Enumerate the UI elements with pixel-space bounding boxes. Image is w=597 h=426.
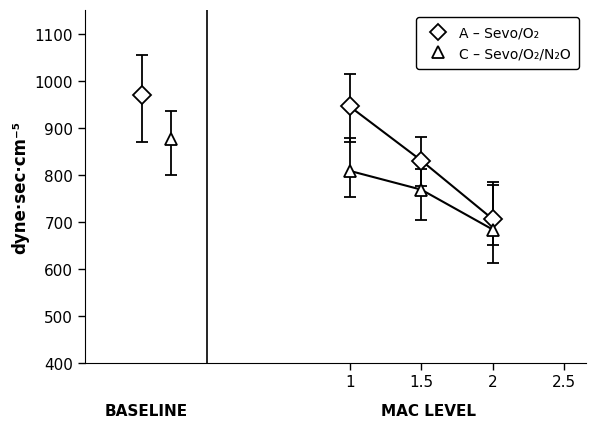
Legend: A – Sevo/O₂, C – Sevo/O₂/N₂O: A – Sevo/O₂, C – Sevo/O₂/N₂O	[416, 18, 579, 69]
Y-axis label: dyne·sec·cm⁻⁵: dyne·sec·cm⁻⁵	[11, 121, 29, 253]
Text: BASELINE: BASELINE	[105, 403, 188, 417]
Text: MAC LEVEL: MAC LEVEL	[381, 403, 476, 417]
